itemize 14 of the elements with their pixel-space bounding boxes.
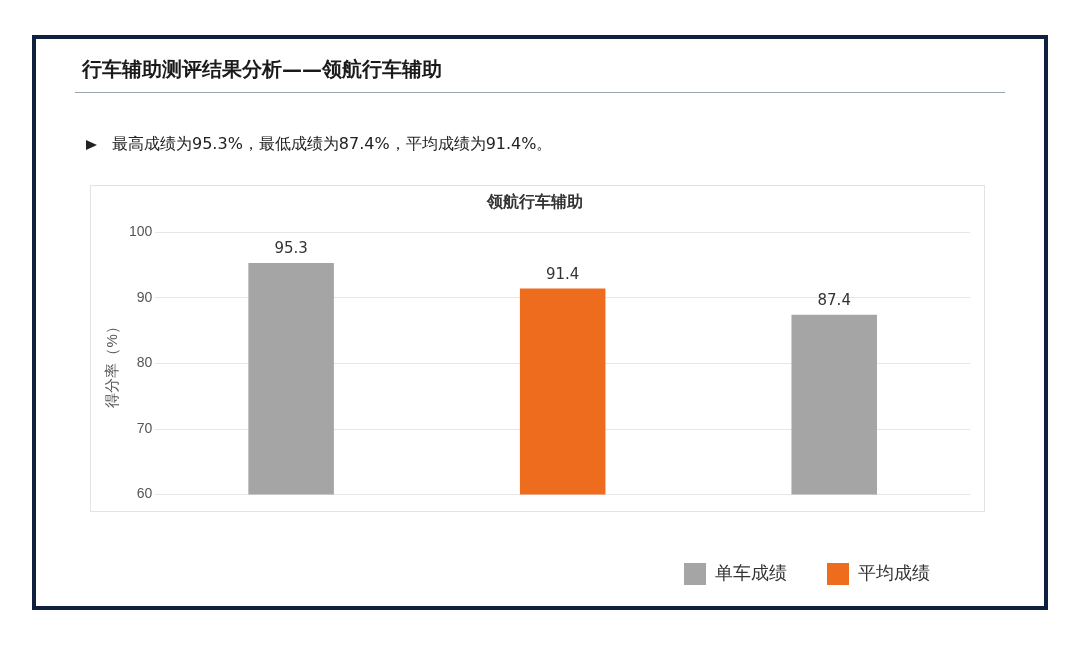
data-label: 91.4	[545, 265, 580, 284]
y-axis-title: 得分率（%）	[103, 319, 121, 408]
text: 领航行车辅助	[486, 193, 583, 211]
y-tick-label: 90	[136, 288, 153, 305]
legend-label: 平均成绩	[858, 562, 930, 583]
legend-label: 单车成绩	[715, 562, 787, 583]
data-label: 95.3	[274, 239, 308, 258]
chart-title: 行车辅助测评结果分析——领航行车辅助	[82, 56, 442, 83]
chart-subtitle: 最高成绩为95.3%，最低成绩为87.4%，平均成绩为91.4%。	[112, 134, 553, 155]
y-tick-label: 60	[136, 485, 153, 502]
y-tick-label: 80	[136, 354, 153, 371]
data-label: 87.4	[817, 291, 851, 310]
y-tick-label: 70	[136, 419, 153, 436]
y-tick-label: 100	[129, 223, 153, 240]
